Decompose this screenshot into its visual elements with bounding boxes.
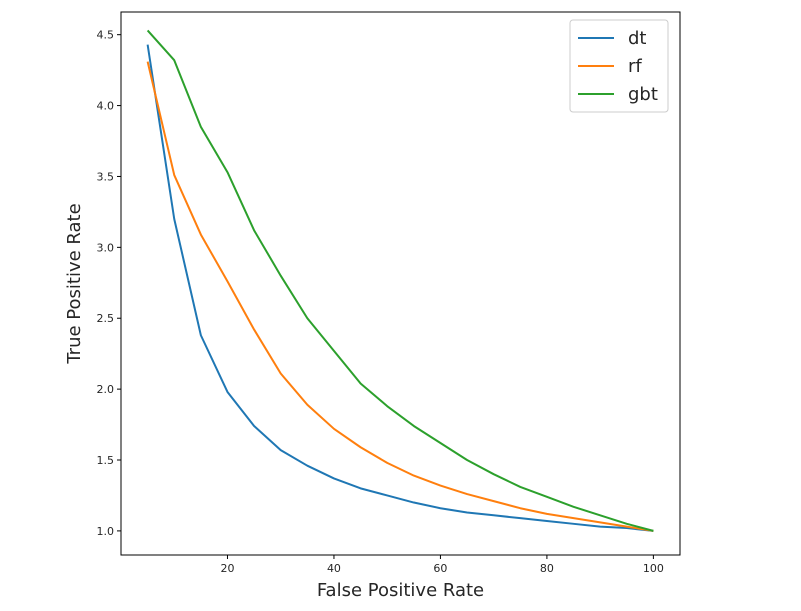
y-tick-label: 3.0 [97, 241, 115, 254]
y-tick-label: 3.5 [97, 170, 115, 183]
x-axis-label: False Positive Rate [317, 580, 484, 601]
y-tick-label: 2.5 [97, 312, 115, 325]
plot-frame [120, 11, 681, 556]
legend-label-dt: dt [628, 28, 646, 49]
series-lines-group [146, 29, 654, 532]
legend-label-gbt: gbt [628, 84, 658, 105]
x-tick-label: 80 [540, 562, 554, 575]
y-tick-label: 2.0 [97, 383, 115, 396]
legend-box [569, 19, 669, 113]
y-tick-label: 1.0 [97, 525, 115, 538]
x-tick-label: 60 [433, 562, 447, 575]
y-axis-label: True Positive Rate [64, 203, 85, 364]
x-tick-label: 20 [220, 562, 234, 575]
x-tick-label: 40 [327, 562, 341, 575]
legend: dt rf gbt [569, 19, 669, 113]
ticks-group: 20 40 60 80 100 1.0 1.5 2.0 2.5 3.0 3.5 4.0 4.5 [97, 29, 664, 575]
y-tick-label: 4.5 [97, 29, 115, 42]
series-line-gbt [146, 29, 654, 532]
x-tick-label: 100 [643, 562, 664, 575]
series-line-dt [146, 44, 654, 532]
legend-label-rf: rf [628, 56, 642, 77]
series-line-rf [146, 61, 654, 532]
y-tick-label: 4.0 [97, 100, 115, 113]
y-tick-label: 1.5 [97, 454, 115, 467]
